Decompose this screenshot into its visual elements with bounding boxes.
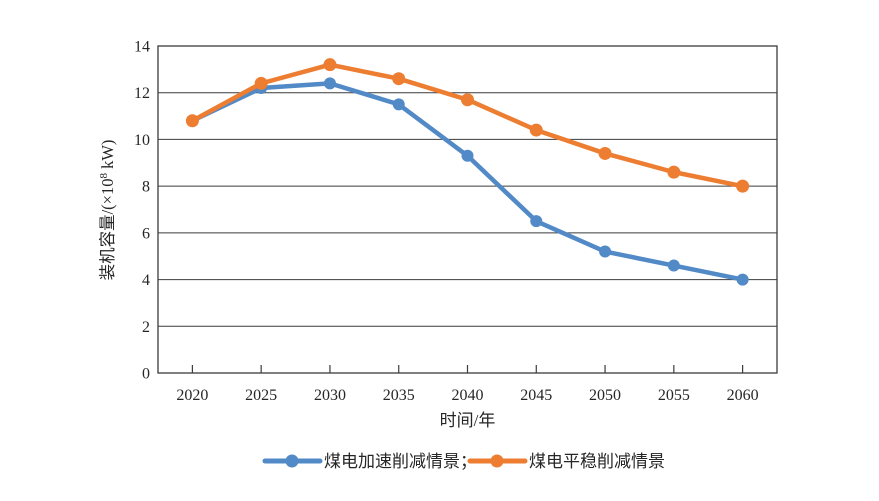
x-tick-label-2045: 2045 <box>520 387 552 404</box>
y-tick-label-10: 10 <box>134 132 150 149</box>
y-tick-label-4: 4 <box>142 272 150 289</box>
data-point-s1-2030 <box>323 58 337 72</box>
data-point-s1-2045 <box>529 123 543 137</box>
legend-label-0: 煤电加速削减情景； <box>324 452 477 471</box>
y-tick-label-2: 2 <box>142 319 150 336</box>
x-tick-label-2040: 2040 <box>452 387 484 404</box>
data-point-s1-2020 <box>185 114 199 128</box>
x-axis-title: 时间/年 <box>440 411 496 430</box>
x-tick-label-2050: 2050 <box>589 387 621 404</box>
y-tick-label-14: 14 <box>134 39 150 56</box>
data-point-s0-2045 <box>530 215 543 228</box>
data-point-s1-2040 <box>461 93 474 107</box>
x-tick-label-2020: 2020 <box>176 387 208 404</box>
x-tick-label-2060: 2060 <box>727 387 759 404</box>
data-point-s1-2055 <box>667 165 681 179</box>
legend-marker-0 <box>285 454 299 468</box>
y-tick-label-8: 8 <box>142 179 150 196</box>
data-point-s0-2030 <box>323 77 336 90</box>
data-point-s0-2050 <box>599 245 612 258</box>
y-axis-title: 装机容量/(×108 kW) <box>98 140 117 281</box>
x-tick-label-2030: 2030 <box>314 387 346 404</box>
data-point-s0-2055 <box>667 259 680 272</box>
data-point-s0-2035 <box>392 98 405 111</box>
legend-label-1: 煤电平稳削减情景 <box>529 452 665 471</box>
data-point-s1-2035 <box>392 72 406 86</box>
data-point-s1-2025 <box>254 76 268 90</box>
y-tick-label-6: 6 <box>142 225 150 242</box>
data-point-s1-2050 <box>598 146 612 160</box>
y-tick-label-0: 0 <box>142 366 150 383</box>
data-point-s0-2040 <box>461 149 474 162</box>
y-tick-label-12: 12 <box>134 85 150 102</box>
data-point-s1-2060 <box>736 179 750 193</box>
series-line-0 <box>190 81 745 282</box>
x-tick-label-2035: 2035 <box>383 387 415 404</box>
x-tick-label-2055: 2055 <box>658 387 690 404</box>
legend-marker-1 <box>490 454 504 468</box>
x-tick-label-2025: 2025 <box>245 387 277 404</box>
data-point-s0-2060 <box>736 273 749 286</box>
series-line-1 <box>190 62 745 189</box>
